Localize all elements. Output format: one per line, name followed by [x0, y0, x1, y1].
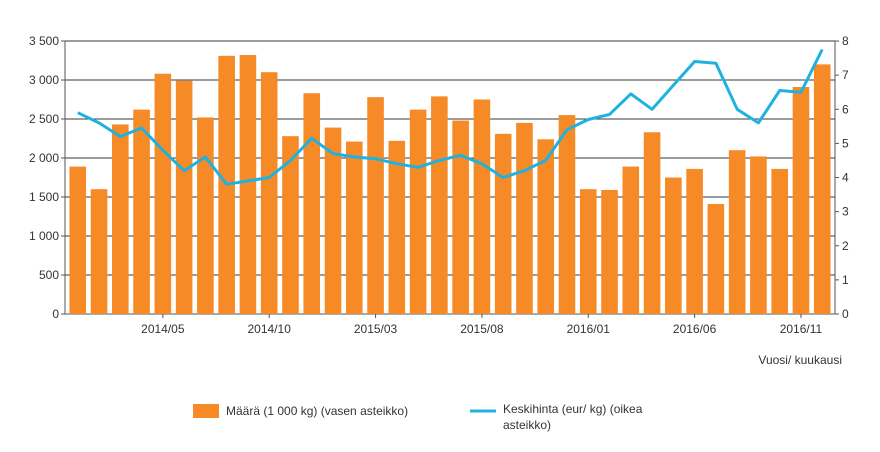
left-axis-tick-label: 3 000 — [29, 73, 59, 87]
x-axis-tick-label: 2016/11 — [780, 322, 823, 336]
x-axis-tick-label: 2016/01 — [567, 322, 611, 336]
right-axis-tick-label: 2 — [842, 239, 849, 253]
price-line — [77, 48, 824, 186]
right-axis-tick-label: 6 — [842, 102, 849, 116]
bar — [431, 96, 448, 314]
bar — [303, 93, 321, 314]
bar — [388, 140, 406, 314]
right-axis-tick-label: 4 — [842, 171, 849, 185]
legend-line-label: Keskihinta (eur/ kg) (oikea — [503, 402, 643, 416]
bar — [494, 133, 512, 314]
x-axis-tick-label: 2014/10 — [248, 322, 292, 336]
bar — [771, 168, 788, 314]
bar — [558, 115, 576, 314]
bar — [622, 166, 640, 314]
x-axis-tick-label: 2015/03 — [354, 322, 398, 336]
bar — [537, 139, 555, 314]
left-axis-tick-label: 2 500 — [29, 112, 59, 126]
bar — [579, 189, 597, 314]
bar — [792, 87, 810, 315]
bar — [197, 117, 214, 314]
legend-bar-label: Määrä (1 000 kg) (vasen asteikko) — [226, 404, 408, 418]
right-axis-tick-label: 7 — [842, 68, 849, 82]
bar — [473, 99, 491, 314]
bar — [665, 177, 682, 314]
bar — [601, 189, 618, 314]
bar — [90, 189, 108, 314]
bar — [324, 127, 342, 314]
legend-line-label-cont: asteikko) — [503, 418, 551, 432]
line-series — [77, 48, 824, 186]
bar — [133, 109, 150, 314]
bar — [239, 55, 257, 314]
right-axis-tick-label: 1 — [842, 273, 849, 287]
left-axis-tick-label: 3 500 — [29, 34, 59, 48]
x-axis-tick-label: 2016/06 — [673, 322, 717, 336]
axes: 0 500 1 000 1 500 2 000 2 500 3 000 3 500 0 1 2 3 4 5… — [29, 34, 849, 336]
bar — [345, 141, 363, 314]
bar — [282, 136, 299, 314]
bar — [260, 72, 278, 314]
bar — [707, 204, 725, 314]
x-axis-tick-label: 2015/08 — [460, 322, 504, 336]
right-axis-tick-label: 8 — [842, 34, 849, 48]
bar — [69, 166, 87, 314]
left-axis-tick-label: 2 000 — [29, 151, 59, 165]
bar — [409, 109, 427, 314]
legend: Määrä (1 000 kg) (vasen asteikko) Keskih… — [193, 402, 643, 432]
bar — [175, 80, 193, 314]
right-axis-tick-label: 3 — [842, 205, 849, 219]
bar — [112, 124, 129, 315]
legend-bar-swatch — [193, 404, 219, 418]
bar — [452, 120, 469, 314]
bar — [686, 168, 703, 314]
right-axis-tick-label: 5 — [842, 136, 849, 150]
x-axis-title: Vuosi/ kuukausi — [758, 353, 842, 367]
left-axis-tick-label: 0 — [52, 307, 59, 321]
bar — [516, 122, 533, 315]
bar — [154, 73, 172, 314]
x-axis-tick-label: 2014/05 — [141, 322, 185, 336]
bar — [750, 156, 767, 314]
bar — [813, 64, 831, 315]
left-axis-tick-label: 1 000 — [29, 229, 59, 243]
left-axis-tick-label: 1 500 — [29, 190, 59, 204]
bar — [643, 132, 661, 314]
bar — [728, 150, 746, 314]
bar-series — [69, 55, 831, 315]
left-axis-tick-label: 500 — [39, 268, 59, 282]
right-axis-tick-label: 0 — [842, 307, 849, 321]
bar — [367, 97, 384, 314]
